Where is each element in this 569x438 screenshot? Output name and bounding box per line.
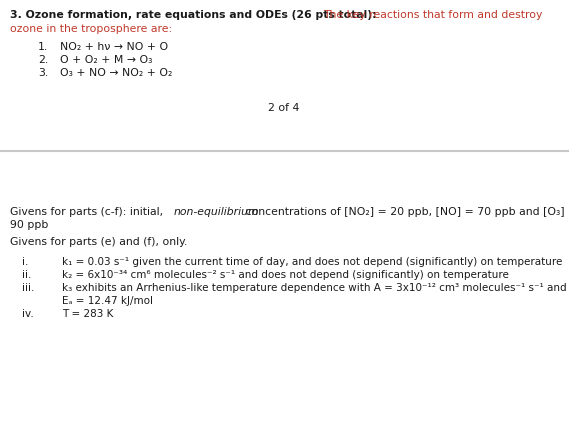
Text: iv.: iv. — [22, 308, 34, 318]
Text: k₂ = 6x10⁻³⁴ cm⁶ molecules⁻² s⁻¹ and does not depend (significantly) on temperat: k₂ = 6x10⁻³⁴ cm⁶ molecules⁻² s⁻¹ and doe… — [62, 269, 509, 279]
Text: k₁ = 0.03 s⁻¹ given the current time of day, and does not depend (significantly): k₁ = 0.03 s⁻¹ given the current time of … — [62, 256, 562, 266]
Text: Givens for parts (c-f): initial,: Givens for parts (c-f): initial, — [10, 207, 167, 216]
Text: 3. Ozone formation, rate equations and ODEs (26 pts total):: 3. Ozone formation, rate equations and O… — [10, 10, 380, 20]
Text: concentrations of [NO₂] = 20 ppb, [NO] = 70 ppb and [O₃] =: concentrations of [NO₂] = 20 ppb, [NO] =… — [242, 207, 569, 216]
Text: O₃ + NO → NO₂ + O₂: O₃ + NO → NO₂ + O₂ — [60, 68, 172, 78]
Text: non-equilibrium: non-equilibrium — [174, 207, 259, 216]
Text: 90 ppb: 90 ppb — [10, 219, 48, 230]
Text: 3.: 3. — [38, 68, 48, 78]
Text: ozone in the troposphere are:: ozone in the troposphere are: — [10, 24, 172, 34]
Text: 1.: 1. — [38, 42, 48, 52]
Text: T = 283 K: T = 283 K — [62, 308, 113, 318]
Text: 2 of 4: 2 of 4 — [269, 103, 300, 113]
Text: Givens for parts (e) and (f), only.: Givens for parts (e) and (f), only. — [10, 237, 187, 247]
Text: i.: i. — [22, 256, 28, 266]
Text: iii.: iii. — [22, 283, 34, 292]
Text: 2.: 2. — [38, 55, 48, 65]
Text: k₃ exhibits an Arrhenius-like temperature dependence with A = 3x10⁻¹² cm³ molecu: k₃ exhibits an Arrhenius-like temperatur… — [62, 283, 567, 292]
Text: Eₐ = 12.47 kJ/mol: Eₐ = 12.47 kJ/mol — [62, 295, 153, 305]
Text: The key reactions that form and destroy: The key reactions that form and destroy — [323, 10, 542, 20]
Text: ii.: ii. — [22, 269, 31, 279]
Text: O + O₂ + M → O₃: O + O₂ + M → O₃ — [60, 55, 152, 65]
Text: NO₂ + hν → NO + O: NO₂ + hν → NO + O — [60, 42, 168, 52]
